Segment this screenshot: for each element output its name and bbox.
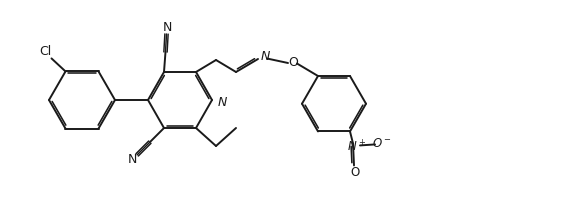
- Text: O: O: [289, 56, 299, 69]
- Text: Cl: Cl: [39, 45, 52, 58]
- Text: N: N: [261, 50, 270, 63]
- Text: $N^+$: $N^+$: [347, 140, 367, 155]
- Text: N: N: [128, 153, 137, 166]
- Text: N: N: [218, 95, 227, 109]
- Text: N: N: [163, 20, 172, 34]
- Text: O: O: [350, 166, 360, 179]
- Text: $O^-$: $O^-$: [372, 137, 392, 150]
